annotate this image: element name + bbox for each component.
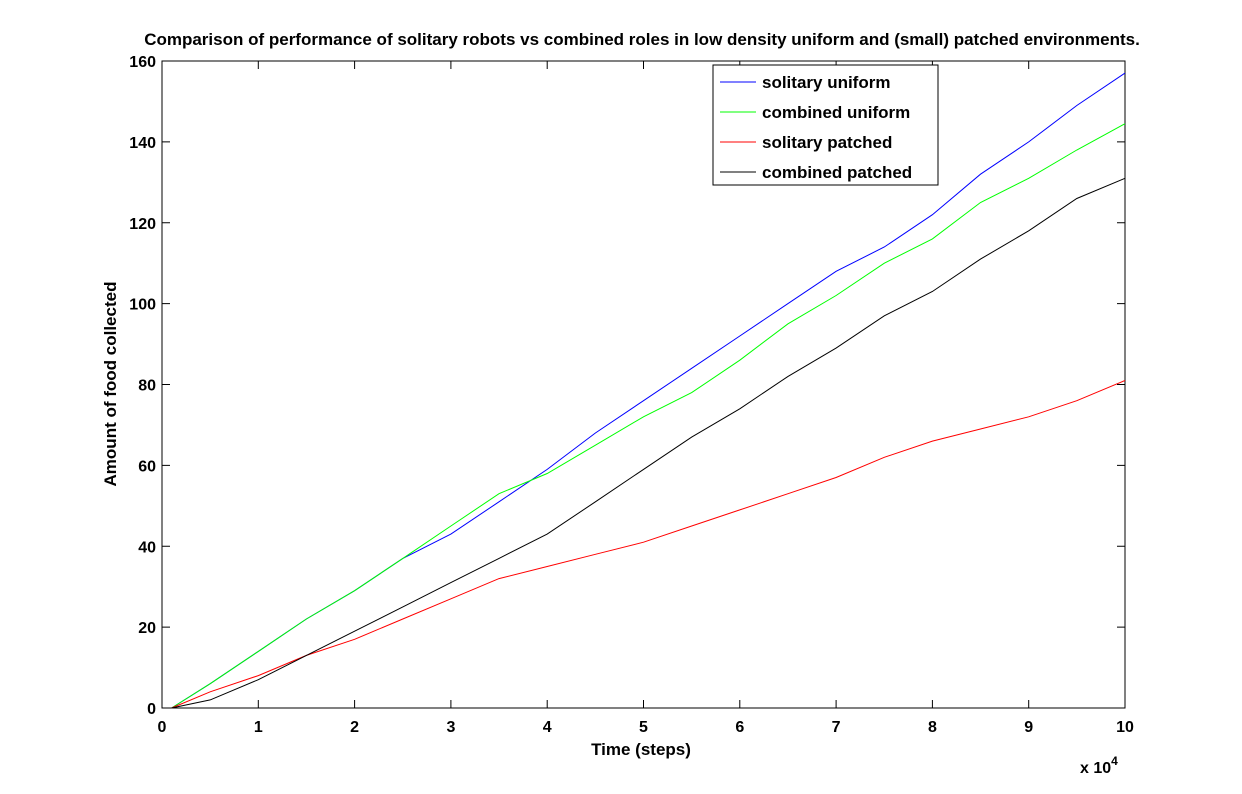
legend-items: solitary uniform combined uniform solitary… — [720, 73, 912, 182]
y-tick-label: 80 — [138, 378, 156, 395]
y-tick-label: 140 — [129, 135, 156, 152]
legend-label: combined patched — [762, 163, 912, 182]
y-tick-label: 100 — [129, 297, 156, 314]
chart-title: Comparison of performance of solitary ro… — [144, 30, 1140, 49]
x-tick-label: 4 — [543, 719, 552, 736]
legend: solitary uniform combined uniform solitary… — [712, 64, 939, 186]
x-tick-label: 6 — [735, 719, 744, 736]
series-line-combined-patched — [171, 177, 1126, 709]
y-tick-label: 60 — [138, 458, 156, 475]
y-tick-label: 0 — [147, 701, 156, 718]
x-tick-label: 1 — [254, 719, 263, 736]
x-tick-label: 7 — [832, 719, 841, 736]
legend-label: solitary patched — [762, 133, 892, 152]
x-axis-multiplier-exponent: 4 — [1111, 754, 1118, 768]
series-line-solitary-patched — [171, 380, 1126, 709]
y-tick-label: 160 — [129, 54, 156, 71]
plot-area — [161, 60, 1126, 709]
x-axis-multiplier: x 104 — [1080, 754, 1118, 777]
x-tick-label: 9 — [1024, 719, 1033, 736]
x-tick-label: 5 — [639, 719, 648, 736]
y-axis-label: Amount of food collected — [101, 282, 120, 487]
series-lines — [171, 72, 1126, 709]
legend-box — [712, 64, 939, 186]
y-tick-label: 120 — [129, 216, 156, 233]
x-axis-label: Time (steps) — [591, 740, 691, 759]
y-tick-label: 20 — [138, 620, 156, 637]
series-line-combined-uniform — [171, 123, 1126, 709]
legend-label: combined uniform — [762, 103, 910, 122]
y-tick-label: 40 — [138, 539, 156, 556]
x-tick-label: 10 — [1116, 719, 1134, 736]
x-tick-label: 8 — [928, 719, 937, 736]
x-axis-multiplier-base: x 10 — [1080, 760, 1111, 777]
x-tick-label: 3 — [446, 719, 455, 736]
legend-label: solitary uniform — [762, 73, 890, 92]
x-tick-label: 2 — [350, 719, 359, 736]
x-tick-label: 0 — [158, 719, 167, 736]
